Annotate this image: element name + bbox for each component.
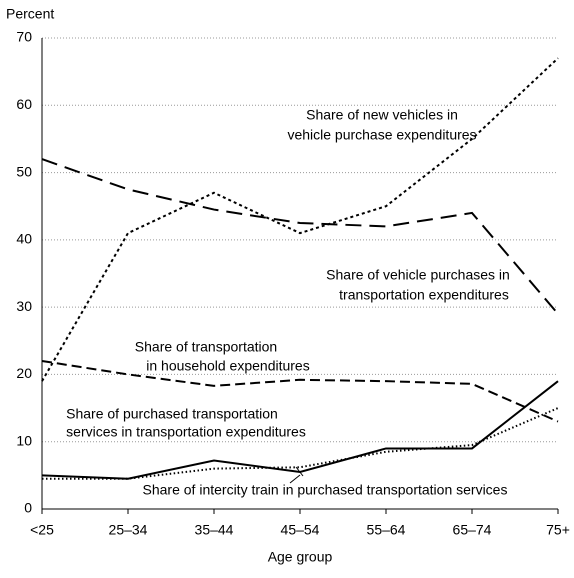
series-line: [41, 380, 559, 480]
x-tick-label: 55–64: [367, 522, 406, 538]
y-tick-label: 50: [16, 163, 32, 179]
y-axis-label: Percent: [6, 6, 54, 22]
series-label: Share of transportation: [135, 339, 277, 355]
series-line: [41, 57, 559, 382]
series-label: transportation expenditures: [339, 287, 509, 303]
x-axis-label: Age group: [268, 549, 333, 565]
series-label: vehicle purchase expenditures: [287, 127, 476, 143]
y-tick-label: 70: [16, 29, 32, 45]
series-label: Share of new vehicles in: [306, 107, 458, 123]
series-line: [41, 359, 559, 423]
series-label: Share of purchased transportation: [66, 406, 278, 422]
series-label: Share of vehicle purchases in: [326, 267, 510, 283]
x-tick-label: 65–74: [453, 522, 492, 538]
x-tick-label: 45–54: [281, 522, 320, 538]
series-label: in household expenditures: [146, 358, 309, 374]
series-line: [42, 407, 559, 480]
y-tick-label: 0: [24, 500, 32, 516]
series-label: services in transportation expenditures: [66, 424, 306, 440]
series-line: [41, 158, 559, 315]
x-tick-label: <25: [30, 522, 54, 538]
x-tick-label: 75+: [546, 522, 570, 538]
y-tick-label: 30: [16, 298, 32, 314]
y-tick-label: 60: [16, 96, 32, 112]
series-label: Share of intercity train in purchased tr…: [143, 482, 508, 498]
y-tick-label: 20: [16, 365, 32, 381]
x-tick-label: 25–34: [109, 522, 148, 538]
x-tick-label: 35–44: [195, 522, 234, 538]
y-tick-label: 40: [16, 231, 32, 247]
leader-line: [289, 474, 301, 484]
y-tick-label: 10: [16, 432, 32, 448]
